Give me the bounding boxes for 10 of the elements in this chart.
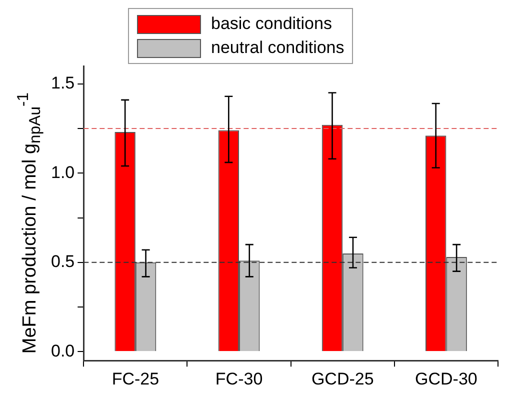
legend-label: basic conditions: [211, 14, 332, 34]
legend-label: neutral conditions: [211, 38, 344, 58]
y-tick-label: 1.5: [50, 74, 75, 93]
x-tick-label: FC-30: [215, 369, 263, 388]
y-tick-label: 0.5: [50, 252, 75, 272]
y-tick-label: 0.0: [50, 341, 75, 360]
x-tick-label: FC-25: [112, 369, 160, 388]
y-tick-label: 1.0: [50, 162, 75, 182]
x-tick-label: GCD-25: [311, 369, 374, 388]
x-tick-label: GCD-30: [415, 369, 478, 388]
